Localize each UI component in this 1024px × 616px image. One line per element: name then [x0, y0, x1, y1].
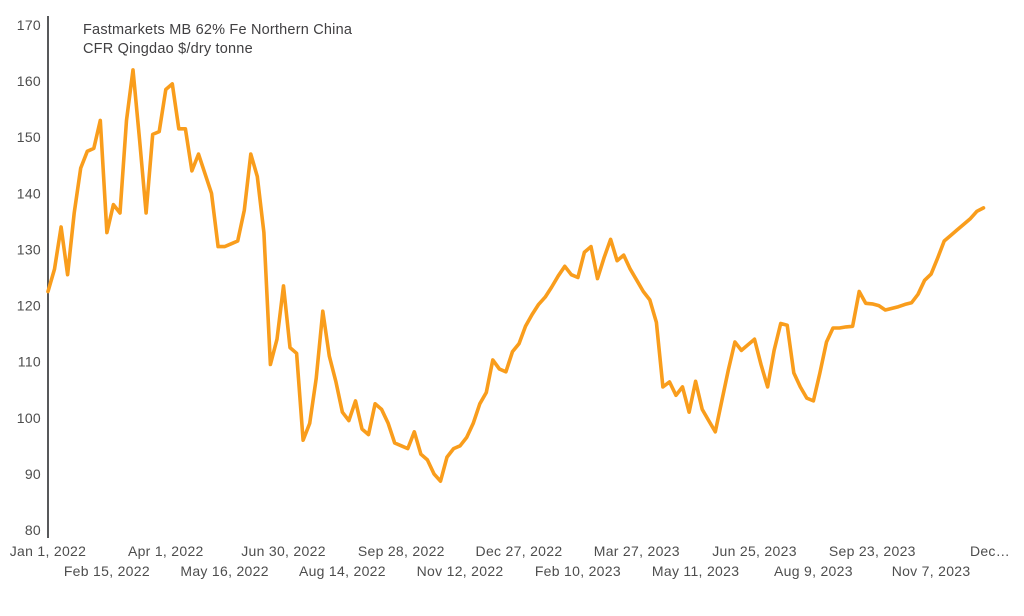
x-axis-tick-label: Dec…	[970, 543, 1010, 559]
x-axis-tick-label: Mar 27, 2023	[594, 543, 680, 559]
y-axis-labels: 170 160 150 140 130 120 110 100 90 80	[17, 17, 41, 538]
x-axis-tick-label: Aug 14, 2022	[299, 563, 386, 579]
x-axis-tick-label: Aug 9, 2023	[774, 563, 853, 579]
x-axis-tick-label: Nov 12, 2022	[417, 563, 504, 579]
chart-annotation-line-1: Fastmarkets MB 62% Fe Northern China	[83, 22, 353, 38]
x-axis-tick-label: Feb 15, 2022	[64, 563, 150, 579]
y-axis-tick-label: 130	[17, 241, 41, 257]
price-line	[46, 68, 986, 484]
x-axis-tick-label: Nov 7, 2023	[892, 563, 971, 579]
x-axis-tick-label: Feb 10, 2023	[535, 563, 621, 579]
y-axis-tick-label: 150	[17, 129, 41, 145]
y-axis-tick-label: 80	[25, 522, 41, 538]
y-axis-tick-label: 170	[17, 17, 41, 33]
x-axis-tick-label: Dec 27, 2022	[476, 543, 563, 559]
x-axis-tick-label: Jun 30, 2022	[241, 543, 326, 559]
y-axis-tick-label: 90	[25, 466, 41, 482]
x-axis-tick-label: May 11, 2023	[652, 563, 739, 579]
y-axis-tick-label: 110	[18, 354, 41, 370]
y-axis-tick-label: 160	[17, 73, 41, 89]
x-axis-tick-label: May 16, 2022	[180, 563, 268, 579]
y-axis-tick-label: 140	[17, 185, 41, 201]
x-axis-tick-label: Sep 23, 2023	[829, 543, 916, 559]
y-axis-tick-label: 120	[17, 298, 41, 314]
x-axis-tick-label: Sep 28, 2022	[358, 543, 445, 559]
chart-annotation-line-2: CFR Qingdao $/dry tonne	[83, 41, 253, 57]
y-axis-tick-label: 100	[17, 410, 41, 426]
x-axis-tick-label: Jun 25, 2023	[712, 543, 797, 559]
x-axis-tick-label: Jan 1, 2022	[10, 543, 86, 559]
x-axis-labels: Jan 1, 2022 Feb 15, 2022 Apr 1, 2022 May 16…	[10, 543, 1010, 579]
x-axis-tick-label: Apr 1, 2022	[128, 543, 204, 559]
